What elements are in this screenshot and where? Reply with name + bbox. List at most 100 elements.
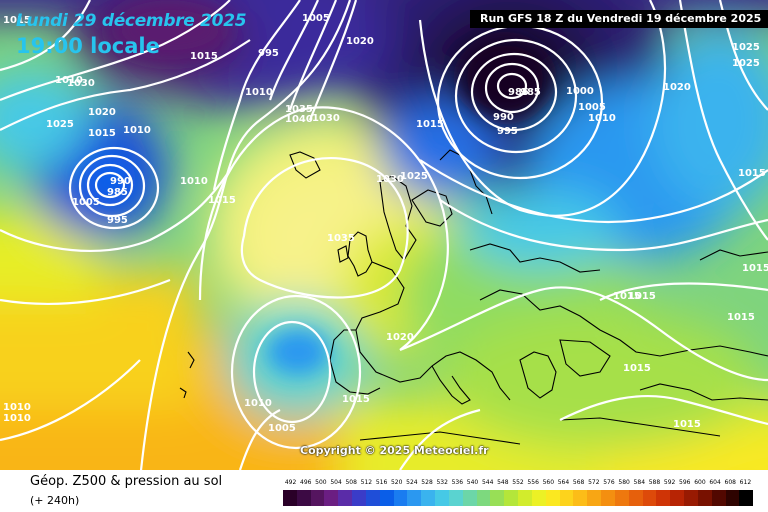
scale-tick-label: 596 — [679, 479, 691, 486]
isobar-label: 1010 — [245, 87, 273, 98]
scale-tick-label: 532 — [436, 479, 448, 486]
isobar-label: 1035 — [285, 104, 313, 115]
isobar-label: 1015 — [742, 263, 768, 274]
isobar-label: 1015 — [342, 394, 370, 405]
scale-tick-label: 560 — [542, 479, 555, 486]
isobar-label: 1015 — [190, 51, 218, 62]
isobar-label: 1020 — [663, 82, 691, 93]
isobar-label: 985 — [520, 87, 541, 98]
scale-swatch — [601, 490, 615, 506]
isobar-label: 1000 — [566, 86, 594, 97]
isobar-label: 985 — [508, 87, 529, 98]
isobar-label: 990 — [110, 176, 131, 187]
isobar-label: 1015 — [738, 168, 766, 179]
scale-swatch — [739, 490, 754, 506]
isobar-label: 1005 — [268, 423, 296, 434]
scale-tick-label: 604 — [709, 479, 721, 486]
scale-swatch — [573, 490, 588, 506]
isobar-label: 1020 — [88, 107, 116, 118]
scale-swatch — [614, 490, 629, 506]
scale-tick-label: 516 — [375, 479, 388, 486]
scale-tick-label: 588 — [648, 479, 661, 486]
scale-swatch — [628, 490, 643, 506]
isobar-label: 1010 — [180, 176, 208, 187]
scale-tick-label: 500 — [315, 479, 327, 486]
isobar-label: 1010 — [3, 402, 31, 413]
scale-tick-label: 584 — [633, 479, 646, 486]
isobar-label: 1010 — [55, 75, 83, 86]
scale-tick-label: 568 — [572, 479, 585, 486]
scale-tick-label: 600 — [694, 479, 706, 486]
scale-swatch — [725, 490, 740, 506]
valid-time-label: 19:00 locale — [16, 34, 160, 58]
isobar-label: 1010 — [244, 398, 272, 409]
isobar-label: 990 — [493, 112, 514, 123]
color-scale-bar — [283, 490, 754, 506]
scale-swatch — [393, 490, 408, 506]
isobar-label: 995 — [107, 215, 128, 226]
scale-swatch — [435, 490, 449, 506]
scale-swatch — [296, 490, 311, 506]
isobar-label: 1025 — [732, 58, 760, 69]
scale-tick-label: 572 — [588, 479, 600, 486]
isobar-label: 1005 — [302, 13, 330, 24]
scale-swatch — [490, 490, 505, 506]
scale-tick-label: 508 — [345, 479, 357, 486]
valid-date-label: Lundi 29 décembre 2025 — [16, 11, 247, 31]
scale-tick-label: 556 — [527, 479, 539, 486]
scale-swatch — [711, 490, 726, 506]
isobar-label: 1015 — [623, 363, 651, 374]
scale-swatch — [476, 490, 491, 506]
scale-tick-label: 496 — [300, 479, 312, 486]
scale-swatch — [684, 490, 698, 506]
scale-tick-label: 536 — [451, 479, 464, 486]
isobar-label: 1015 — [673, 419, 701, 430]
scale-tick-label: 564 — [557, 479, 570, 486]
scale-tick-label: 548 — [497, 479, 509, 486]
scale-tick-label: 512 — [360, 479, 373, 486]
scale-swatch — [448, 490, 463, 506]
isobar-label: 1015 — [88, 128, 116, 139]
isobar-label: 1040 — [285, 114, 313, 125]
scale-swatch — [559, 490, 574, 506]
isobar-label: 1025 — [46, 119, 74, 130]
scale-swatch — [518, 490, 532, 506]
isobar-label: 1005 — [578, 102, 606, 113]
scale-tick-label: 592 — [663, 479, 676, 486]
isobar-label: 1015 — [416, 119, 444, 130]
scale-swatch — [352, 490, 366, 506]
isobar-label: 995 — [258, 48, 279, 59]
copyright-label: Copyright © 2025 Meteociel.fr — [300, 444, 489, 457]
isobar-label: 1035 — [327, 233, 355, 244]
isobar-label: 1010 — [588, 113, 616, 124]
scale-tick-label: 544 — [481, 479, 494, 486]
scale-swatch — [670, 490, 685, 506]
scale-swatch — [642, 490, 657, 506]
scale-swatch — [324, 490, 339, 506]
scale-swatch — [462, 490, 477, 506]
scale-tick-label: 492 — [284, 479, 297, 486]
scale-tick-label: 552 — [512, 479, 524, 486]
isobar-label: 1015 — [727, 312, 755, 323]
isobar-label: 995 — [497, 126, 518, 137]
isobar-label: 1010 — [123, 125, 151, 136]
scale-tick-label: 528 — [421, 479, 433, 486]
isobar-label: 1025 — [400, 171, 428, 182]
scale-swatch — [587, 490, 602, 506]
isobar-label: 1010 — [3, 413, 31, 424]
scale-tick-label: 576 — [603, 479, 615, 486]
scale-swatch — [421, 490, 436, 506]
scale-tick-label: 580 — [618, 479, 630, 486]
scale-tick-label: 504 — [330, 479, 342, 486]
scale-tick-label: 608 — [724, 479, 736, 486]
scale-swatch — [504, 490, 519, 506]
isobar-label: 1020 — [386, 332, 414, 343]
isobar-label: 1015 — [628, 291, 656, 302]
isobar-label: 1015 — [613, 291, 641, 302]
scale-swatch — [338, 490, 353, 506]
scale-tick-label: 520 — [390, 479, 403, 486]
scale-swatch — [697, 490, 712, 506]
